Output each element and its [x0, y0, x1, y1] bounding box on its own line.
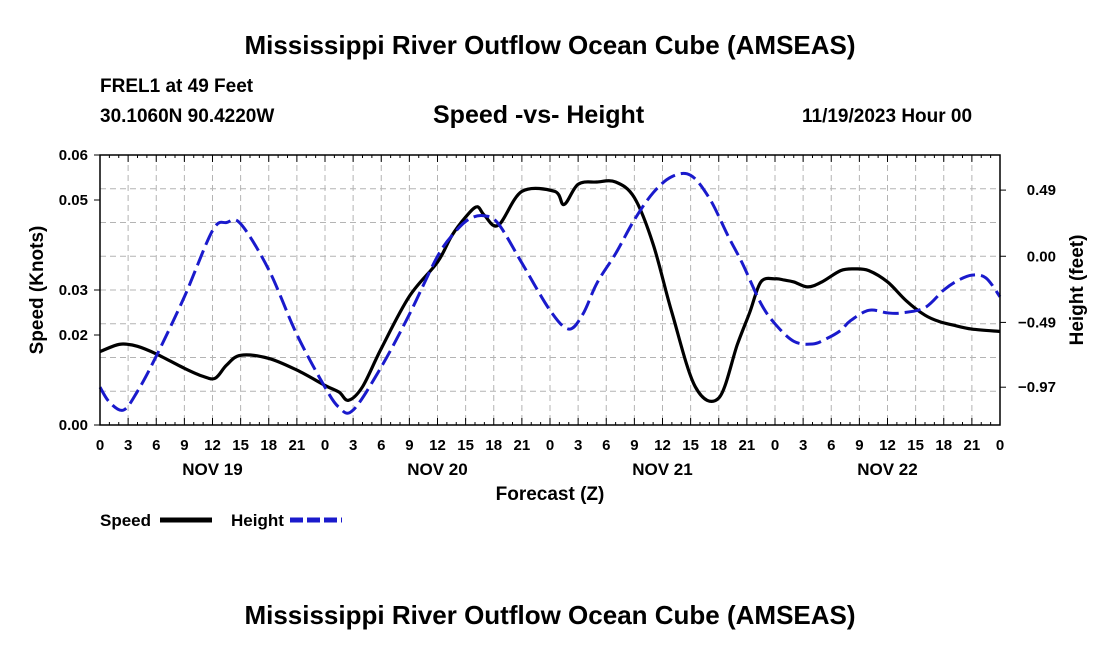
y-right-tick-label: 0.49 [1027, 182, 1056, 199]
x-tick-label: 9 [180, 437, 188, 454]
series-lines [98, 171, 1002, 415]
speed-height-chart: 0 3 6 9 12 15 18 21 0 3 6 9 12 15 18 21 0 3 6 9 12 15 18 21 0 3 6 9… [27, 147, 1088, 530]
x-tick-label: 21 [739, 437, 756, 454]
y-tick-label: 0.03 [59, 282, 88, 299]
x-axis-label: Forecast (Z) [496, 484, 605, 505]
y-axis-label: Speed (Knots) [27, 226, 48, 355]
day-label: NOV 19 [182, 460, 242, 479]
x-tick-label: 15 [907, 437, 924, 454]
y-tick-label: 0.00 [59, 417, 88, 434]
x-tick-label: 0 [321, 437, 329, 454]
station-coordinates: 30.1060N 90.4220W [100, 106, 275, 127]
station-name: FREL1 at 49 Feet [100, 76, 254, 97]
y-right-tick-label: 0.00 [1027, 248, 1056, 265]
day-label: NOV 21 [632, 460, 692, 479]
y-tick-label: 0.06 [59, 147, 88, 164]
x-tick-label: 3 [799, 437, 807, 454]
x-tick-label: 6 [827, 437, 835, 454]
x-tick-label: 18 [485, 437, 502, 454]
x-tick-label: 12 [204, 437, 221, 454]
chart-title: Speed -vs- Height [433, 101, 645, 129]
x-tick-label: 12 [429, 437, 446, 454]
x-tick-label: 12 [654, 437, 671, 454]
y-axis-right-label: Height (feet) [1067, 235, 1088, 346]
x-tick-label: 0 [546, 437, 554, 454]
x-tick-label: 15 [457, 437, 474, 454]
y-tick-label: 0.05 [59, 192, 88, 209]
day-label: NOV 20 [407, 460, 467, 479]
x-tick-label: 3 [574, 437, 582, 454]
legend-height-label: Height [231, 511, 284, 530]
x-tick-label: 9 [405, 437, 413, 454]
x-tick-label: 6 [602, 437, 610, 454]
x-tick-label: 18 [710, 437, 727, 454]
legend-speed-label: Speed [100, 511, 151, 530]
y-right-tick-label: −0.49 [1018, 314, 1056, 331]
plot-frame [99, 154, 1001, 426]
x-tick-label: 3 [349, 437, 357, 454]
y-tick-label: 0.02 [59, 327, 88, 344]
x-tick-label: 6 [377, 437, 385, 454]
x-tick-label: 3 [124, 437, 132, 454]
x-tick-label: 9 [855, 437, 863, 454]
tick-labels: 0 3 6 9 12 15 18 21 0 3 6 9 12 15 18 21 0 3 6 9 12 15 18 21 0 3 6 9… [59, 147, 1056, 479]
x-tick-label: 15 [232, 437, 249, 454]
x-tick-label: 21 [514, 437, 531, 454]
x-tick-label: 21 [964, 437, 981, 454]
x-tick-label: 18 [935, 437, 952, 454]
run-time: 11/19/2023 Hour 00 [802, 106, 973, 127]
x-tick-label: 18 [260, 437, 277, 454]
x-tick-label: 0 [771, 437, 779, 454]
grid-lines [100, 155, 1000, 425]
speed-series-line [99, 179, 1001, 403]
y-right-tick-label: −0.97 [1018, 379, 1056, 396]
height-series-line [98, 171, 1002, 415]
x-tick-label: 15 [682, 437, 699, 454]
day-label: NOV 22 [857, 460, 917, 479]
x-tick-label: 0 [96, 437, 104, 454]
x-tick-label: 6 [152, 437, 160, 454]
footer-title: Mississippi River Outflow Ocean Cube (AM… [244, 600, 856, 630]
x-tick-label: 0 [996, 437, 1004, 454]
x-tick-label: 12 [879, 437, 896, 454]
page-title: Mississippi River Outflow Ocean Cube (AM… [244, 30, 856, 60]
x-tick-label: 21 [289, 437, 306, 454]
x-tick-label: 9 [630, 437, 638, 454]
